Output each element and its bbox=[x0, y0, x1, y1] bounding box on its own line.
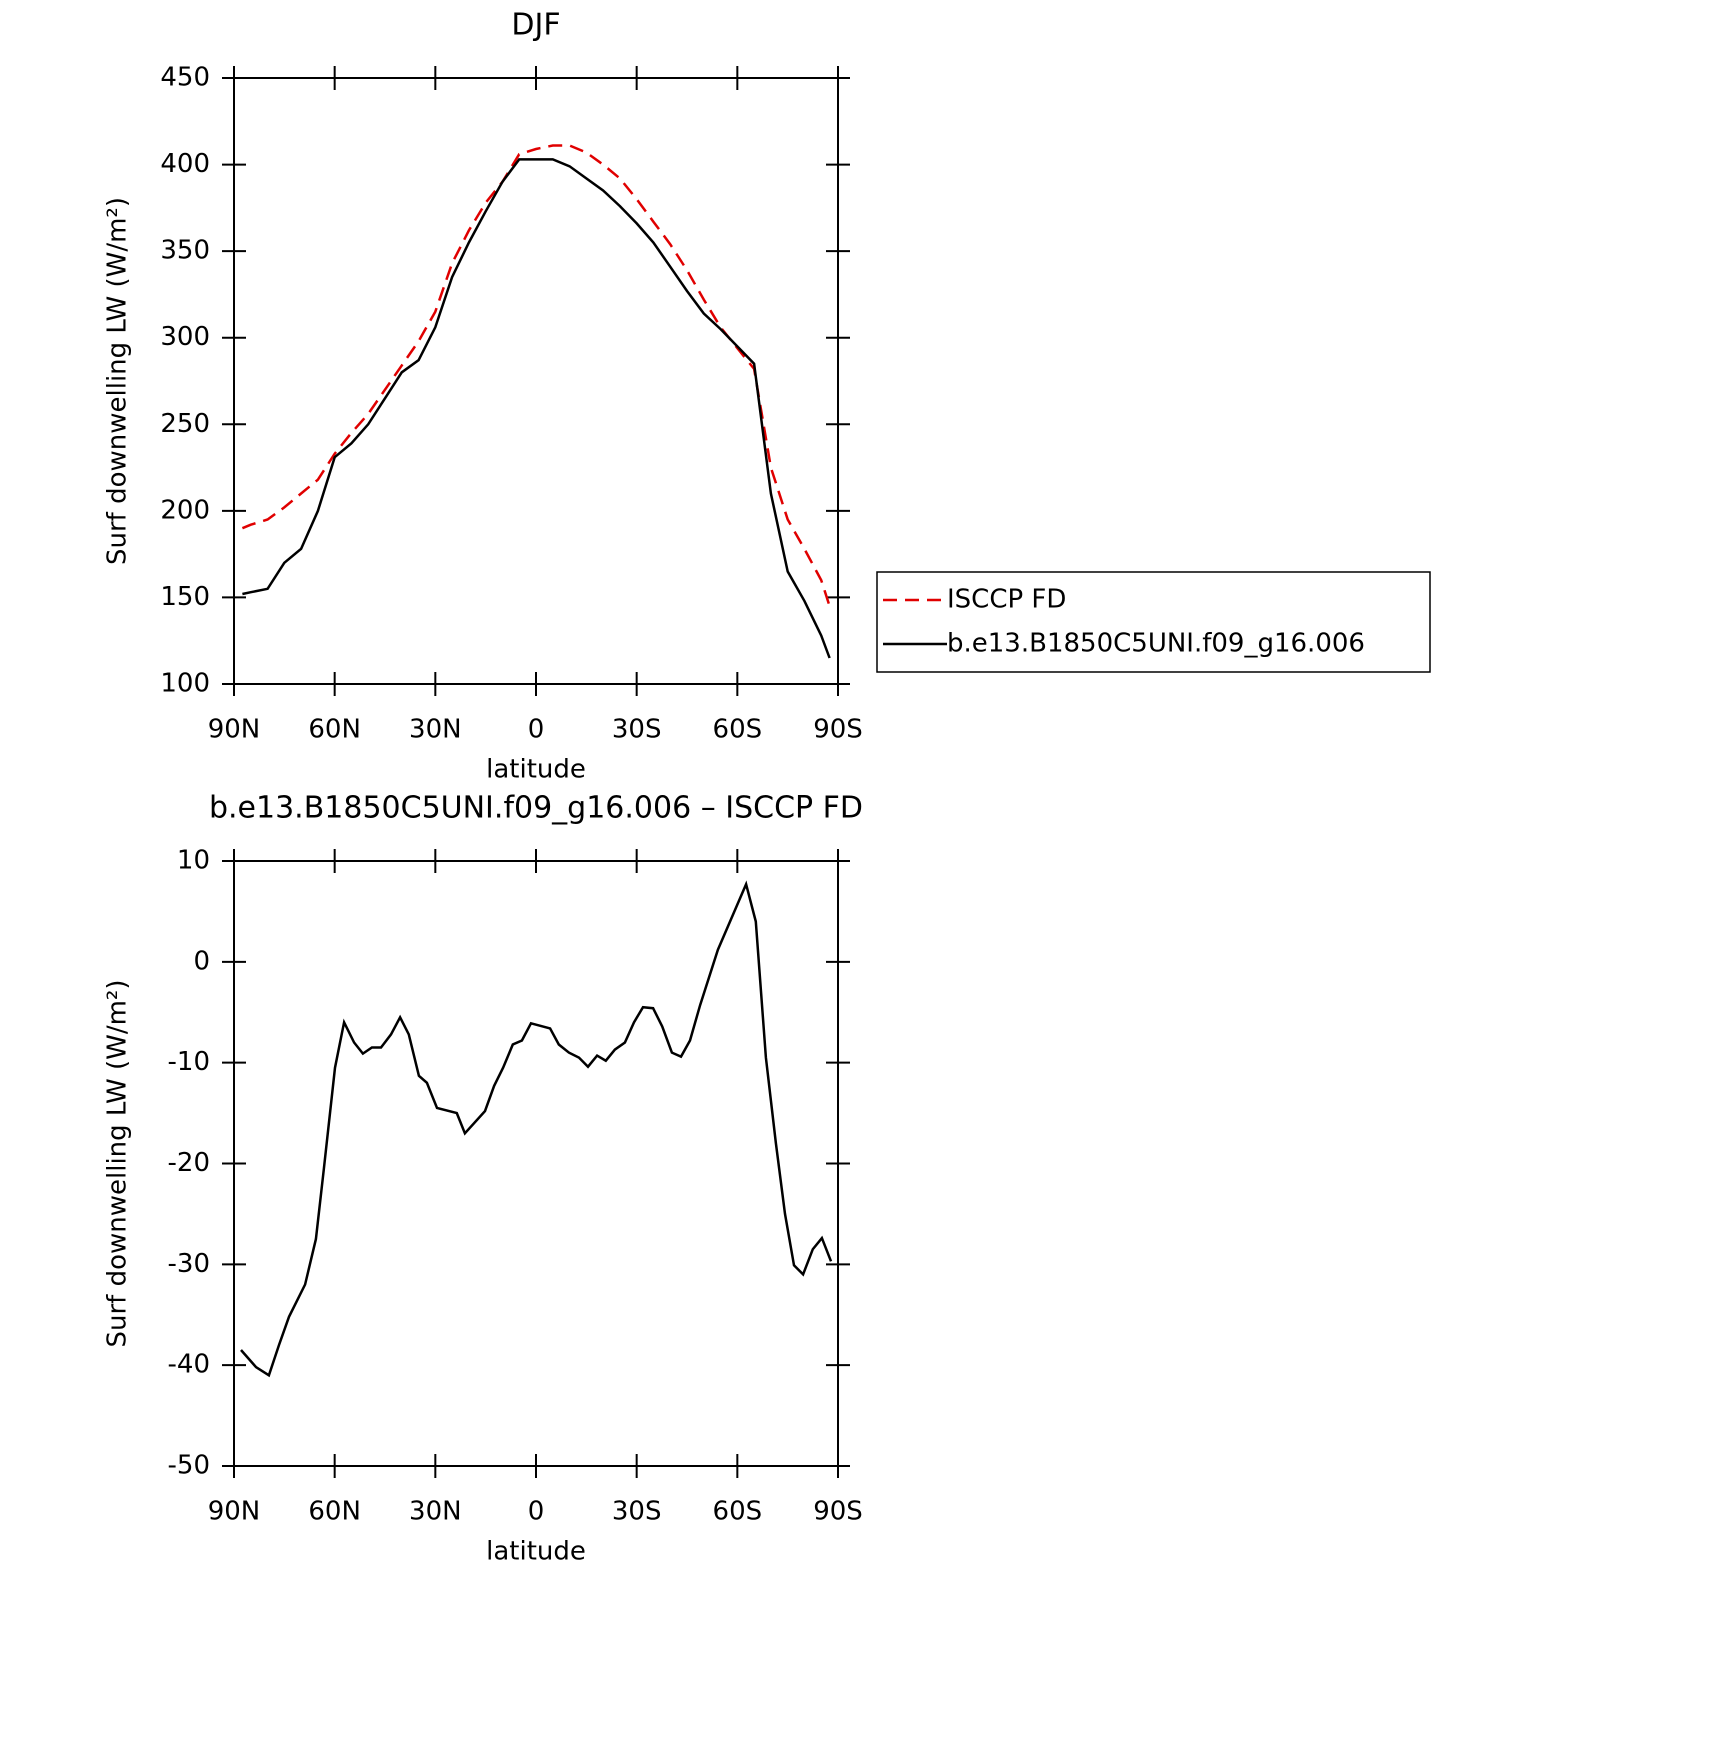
y-tick-label: 250 bbox=[160, 409, 210, 439]
data-line bbox=[240, 880, 833, 1378]
y-tick-label: 150 bbox=[160, 582, 210, 612]
x-tick-label: 90S bbox=[813, 715, 863, 745]
x-tick-label: 60S bbox=[713, 1497, 763, 1527]
data-line bbox=[242, 158, 831, 659]
plot-frame bbox=[233, 77, 839, 685]
y-tick-label: 300 bbox=[160, 322, 210, 352]
y-tick-label: -40 bbox=[168, 1350, 210, 1380]
y-axis-label: Surf downwelling LW (W/m²) bbox=[103, 980, 133, 1348]
y-tick-label: 0 bbox=[193, 946, 210, 976]
x-tick-label: 90S bbox=[813, 1497, 863, 1527]
x-tick-label: 30N bbox=[409, 1497, 462, 1527]
x-axis-label: latitude bbox=[486, 1537, 586, 1567]
y-tick-label: -20 bbox=[168, 1148, 210, 1178]
x-tick-label: 0 bbox=[528, 1497, 545, 1527]
data-line bbox=[241, 144, 831, 607]
y-tick-label: -30 bbox=[168, 1249, 210, 1279]
y-tick-label: -50 bbox=[168, 1451, 210, 1481]
y-tick-label: -10 bbox=[168, 1047, 210, 1077]
legend-label: ISCCP FD bbox=[947, 585, 1066, 615]
x-tick-label: 0 bbox=[528, 715, 545, 745]
legend-label: b.e13.B1850C5UNI.f09_g16.006 bbox=[947, 629, 1365, 659]
x-axis-label: latitude bbox=[486, 755, 586, 785]
chart-title: DJF bbox=[511, 8, 560, 43]
x-tick-label: 30N bbox=[409, 715, 462, 745]
x-tick-label: 90N bbox=[208, 1497, 261, 1527]
y-tick-label: 450 bbox=[160, 63, 210, 93]
x-tick-label: 90N bbox=[208, 715, 261, 745]
x-tick-label: 60N bbox=[308, 1497, 361, 1527]
x-tick-label: 60S bbox=[713, 715, 763, 745]
legend-box bbox=[876, 571, 1431, 673]
x-tick-label: 60N bbox=[308, 715, 361, 745]
y-tick-label: 200 bbox=[160, 495, 210, 525]
x-tick-label: 30S bbox=[612, 1497, 662, 1527]
y-tick-label: 10 bbox=[177, 846, 210, 876]
chart-title: b.e13.B1850C5UNI.f09_g16.006 – ISCCP FD bbox=[209, 791, 863, 826]
y-tick-label: 100 bbox=[160, 669, 210, 699]
x-tick-label: 30S bbox=[612, 715, 662, 745]
y-tick-label: 350 bbox=[160, 236, 210, 266]
y-axis-label: Surf downwelling LW (W/m²) bbox=[103, 197, 133, 565]
y-tick-label: 400 bbox=[160, 149, 210, 179]
